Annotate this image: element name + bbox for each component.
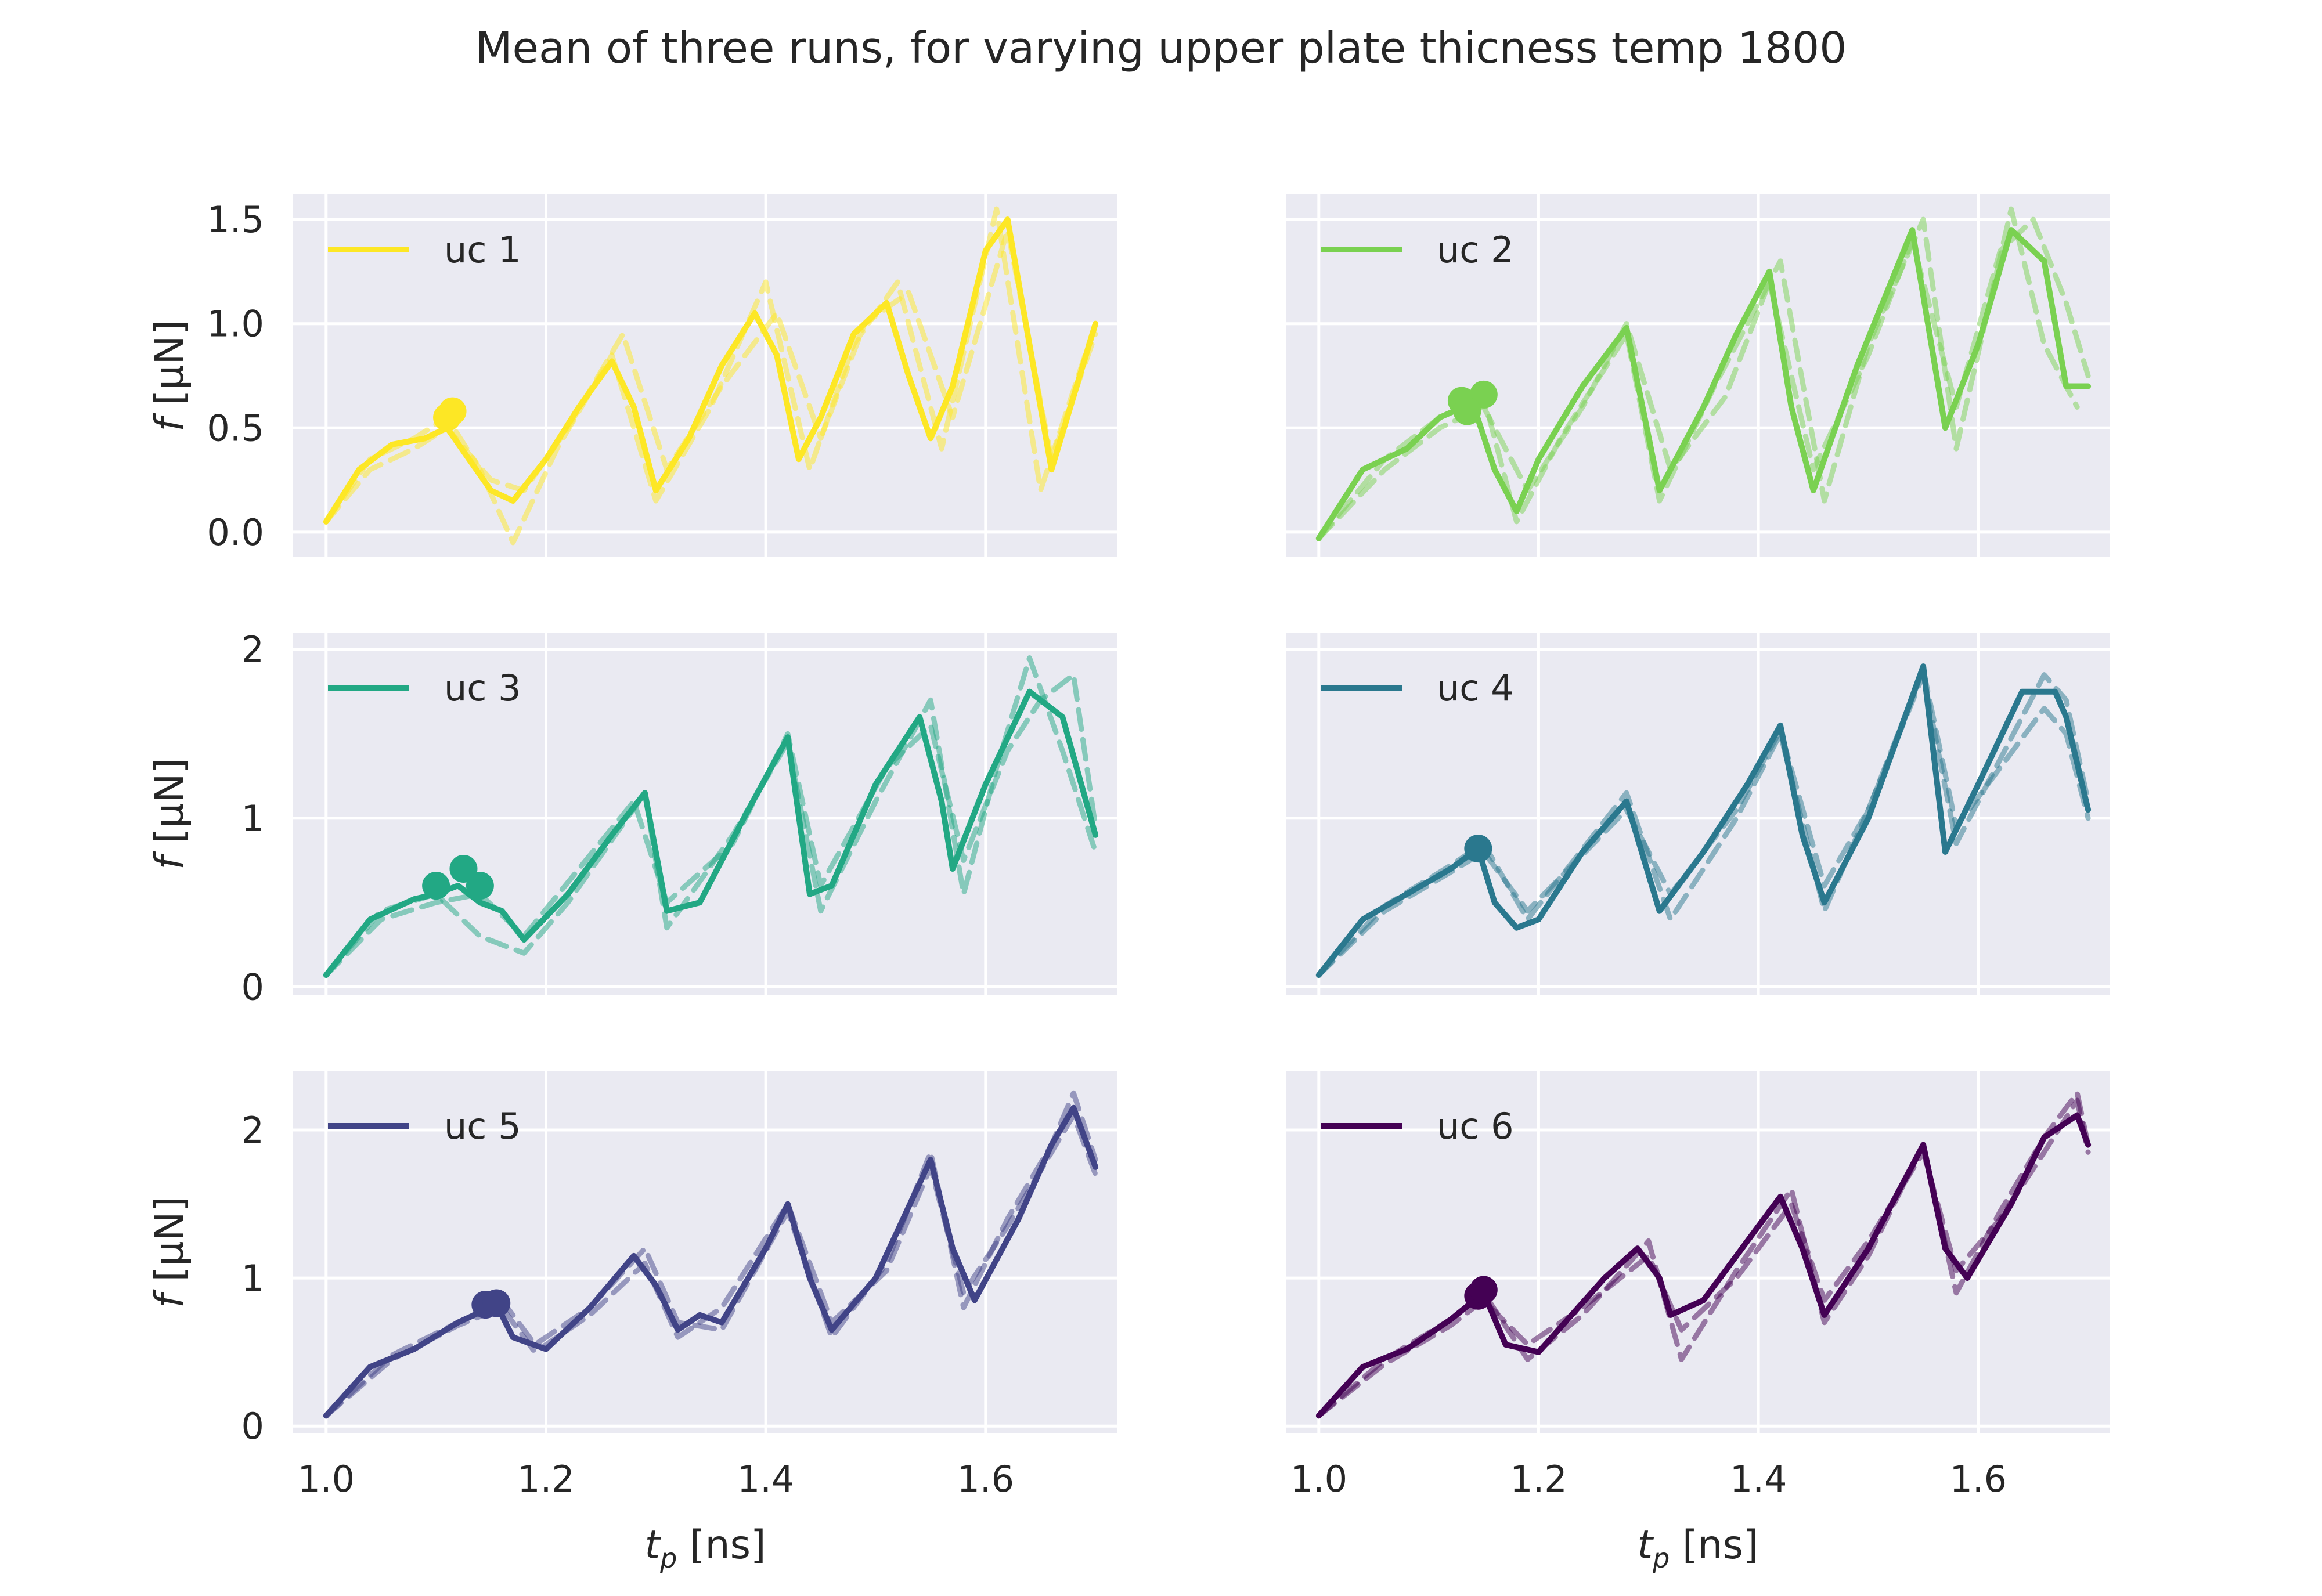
x-tick-label: 1.6: [1949, 1458, 2007, 1500]
legend-label: uc 6: [1437, 1105, 1514, 1147]
legend-label: uc 1: [444, 229, 521, 271]
legend-label: uc 5: [444, 1105, 521, 1147]
plot-area: [1286, 194, 2110, 557]
legend: uc 4: [1321, 667, 1514, 709]
panel-5: 0 1 2 1.0 1.2 1.4 1.6 tp [ns] f [μN] uc 5: [147, 1071, 1117, 1574]
y-axis-label: f [μN]: [147, 320, 193, 432]
event-marker: [422, 872, 450, 900]
y-tick-label: 0: [241, 1405, 264, 1447]
panel-3: 0 1 2 f [μN] uc 3: [147, 629, 1117, 1008]
y-axis-label: f [μN]: [147, 758, 193, 870]
panel-4: uc 4: [1286, 633, 2110, 995]
panel-2: uc 2: [1286, 194, 2110, 557]
panel-1: 0.0 0.5 1.0 1.5 f [μN] uc 1: [147, 194, 1117, 557]
y-tick-label: 2: [241, 629, 264, 671]
run-line: [1316, 216, 2091, 541]
legend: uc 5: [328, 1105, 521, 1147]
plot-area: [1286, 633, 2110, 995]
legend: uc 6: [1321, 1105, 1514, 1147]
x-tick-label: 1.6: [957, 1458, 1014, 1500]
legend: uc 2: [1321, 229, 1514, 271]
x-tick-label: 1.0: [297, 1458, 355, 1500]
plot-area: [293, 194, 1117, 557]
x-tick-label: 1.0: [1290, 1458, 1347, 1500]
y-tick-label: 0.5: [207, 407, 264, 449]
x-tick-label: 1.4: [1730, 1458, 1787, 1500]
y-tick-label: 1: [241, 1257, 264, 1299]
event-marker: [482, 1289, 511, 1317]
x-tick-label: 1.2: [517, 1458, 575, 1500]
event-marker: [466, 872, 494, 900]
legend-label: uc 4: [1437, 667, 1514, 709]
y-tick-label: 1.5: [207, 198, 264, 241]
y-tick-label: 2: [241, 1109, 264, 1151]
x-axis-label: tp [ns]: [644, 1522, 766, 1574]
y-axis-label: f [μN]: [147, 1196, 193, 1308]
panel-6: 1.0 1.2 1.4 1.6 tp [ns] uc 6: [1286, 1071, 2110, 1574]
event-marker: [1464, 835, 1492, 863]
legend-label: uc 3: [444, 667, 521, 709]
x-tick-label: 1.4: [737, 1458, 795, 1500]
plot-area: [1286, 1071, 2110, 1433]
y-tick-label: 0.0: [207, 511, 264, 554]
y-tick-label: 1.0: [207, 303, 264, 345]
y-tick-label: 1: [241, 797, 264, 840]
mean-line: [323, 688, 1099, 978]
event-marker: [438, 397, 467, 425]
plot-area: [293, 633, 1117, 995]
legend: uc 1: [328, 229, 521, 271]
x-tick-label: 1.2: [1510, 1458, 1567, 1500]
event-marker: [1453, 397, 1481, 425]
legend-label: uc 2: [1437, 229, 1514, 271]
mean-line: [323, 216, 1099, 525]
figure-title: Mean of three runs, for varying upper pl…: [475, 23, 1847, 73]
x-axis-label: tp [ns]: [1637, 1522, 1758, 1574]
y-tick-label: 0: [241, 966, 264, 1008]
event-marker: [1469, 1276, 1498, 1304]
legend: uc 3: [328, 667, 521, 709]
